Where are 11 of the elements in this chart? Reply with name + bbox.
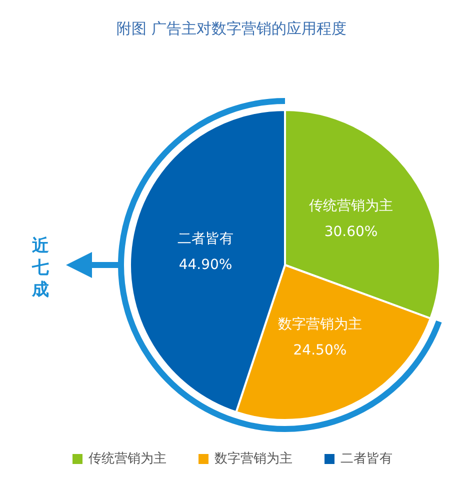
data-label: 24.50% [293, 342, 347, 359]
chart-title: 附图 广告主对数字营销的应用程度 [116, 20, 346, 38]
slice-label: 数字营销为主 [278, 316, 362, 333]
legend-label: 传统营销为主 [88, 450, 166, 466]
slice-label: 二者皆有 [178, 231, 234, 248]
slice-label: 传统营销为主 [309, 198, 394, 214]
legend-label: 二者皆有 [340, 452, 392, 466]
legend-label: 数字营销为主 [214, 450, 292, 466]
data-label: 30.60% [324, 224, 378, 240]
text: 近七成 [31, 236, 50, 300]
data-label: 44.90% [178, 257, 232, 274]
